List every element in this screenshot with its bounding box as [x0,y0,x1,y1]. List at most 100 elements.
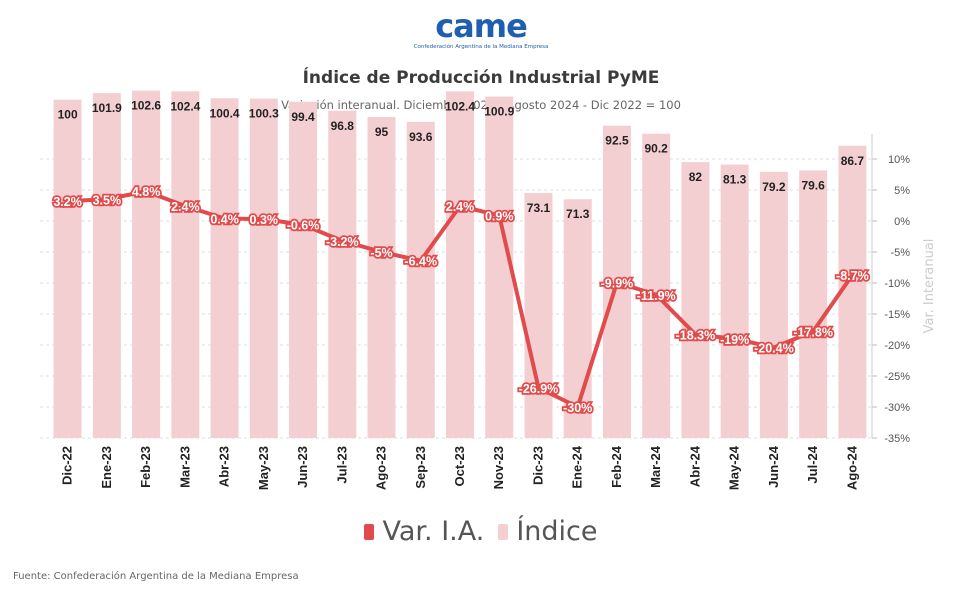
bar-data-label: 79.6 [801,178,825,192]
x-tick-label: Feb-24 [609,445,624,488]
bar-data-label: 79.2 [762,180,786,194]
bar-indice [171,91,200,439]
y2-tick-label: 5% [894,185,910,197]
bar-data-label: 96.8 [331,119,355,133]
x-tick-label: Ago-23 [374,446,389,490]
line-data-label: -19% [720,333,749,347]
x-tick-label: Ene-24 [570,445,585,488]
bar-data-label: 71.3 [566,207,590,221]
x-tick-label: Jul-24 [805,445,820,483]
logo-tagline: Confederación Argentina de la Mediana Em… [413,44,549,50]
logo-word: came [435,7,528,45]
line-data-label: -26.9% [519,382,559,396]
bar-indice [681,162,710,438]
bar-indice [642,133,671,438]
bar-data-label: 90.2 [645,142,669,156]
y2-tick-label: -30% [884,402,910,414]
bar-data-label: 82 [689,170,703,184]
legend-swatch-var [364,523,375,540]
line-data-label: -6.4% [404,255,437,269]
line-data-label: 2.4% [446,200,475,214]
bar-data-label: 99.4 [291,110,315,124]
bar-data-label: 86.7 [841,154,865,168]
bar-indice [563,199,592,438]
line-data-label: 2.4% [171,200,200,214]
bar-indice [799,170,828,438]
x-tick-label: Feb-23 [138,446,153,488]
bar-indice [328,110,357,438]
line-data-label: 3.2% [53,195,82,209]
bar-indice [838,145,867,439]
legend-item-var[interactable]: Var. I.A. [364,516,484,547]
bar-data-label: 102.6 [131,99,161,113]
line-data-label: 4.8% [132,185,161,199]
chart-legend: Var. I.A. Índice [0,516,962,547]
line-data-label: -11.9% [637,289,676,303]
bar-data-label: 93.6 [409,130,433,144]
y2-tick-label: -15% [884,309,910,321]
line-data-label: -3.2% [326,235,359,249]
legend-label-indice: Índice [516,516,598,547]
line-data-label: -9.9% [601,276,634,290]
legend-item-indice[interactable]: Índice [498,516,598,547]
line-data-label: -18.3% [676,328,716,342]
bar-data-label: 101.9 [92,101,122,115]
x-tick-label: Nov-23 [491,446,506,489]
bar-indice [210,98,239,438]
bar-data-label: 102.4 [445,99,475,113]
y2-tick-label: -35% [884,433,910,445]
bar-indice [524,192,553,438]
x-tick-label: Mar-24 [648,445,663,488]
x-tick-label: Ago-24 [844,445,859,490]
line-data-label: -5% [370,246,392,260]
bar-indice [446,91,474,439]
legend-label-var: Var. I.A. [382,516,485,547]
y2-axis-title: Var. Interanual [922,239,937,334]
series-line-var-ia [67,189,855,409]
bar-data-label: 102.4 [170,99,200,113]
bar-data-label: 100.4 [210,106,240,120]
x-tick-label: Sep-23 [413,446,428,489]
bar-indice [249,98,278,438]
line-data-label: 0.3% [250,213,279,227]
chart-subtitle: Variación interanual. Diciembre 2022 - A… [281,98,681,112]
line-data-label: 0.9% [485,209,514,223]
x-tick-label: Jul-23 [334,446,349,484]
bar-indice [92,93,121,438]
bar-indice [406,121,435,439]
line-data-label: -30% [563,401,592,415]
x-tick-label: Jun-24 [766,445,781,488]
bar-indice [720,164,749,439]
x-tick-label: Ene-23 [99,446,114,489]
bar-indice [289,101,318,438]
x-tick-label: Abr-24 [687,445,702,487]
y2-tick-label: -20% [884,340,910,352]
bar-data-label: 95 [375,125,389,139]
bar-data-label: 100.3 [249,107,279,121]
x-tick-label: Dic-22 [60,446,75,485]
x-tick-label: Mar-23 [177,446,192,488]
y2-tick-label: 10% [888,154,910,166]
bar-data-label: 100.9 [484,105,514,119]
chart-title: Índice de Producción Industrial PyME [302,68,660,88]
bar-indice [485,96,514,438]
came-logo: came Confederación Argentina de la Media… [0,8,962,50]
line-data-label: 3.5% [93,193,122,207]
bar-indice [759,171,788,438]
bar-data-label: 73.1 [527,201,551,215]
line-data-label: -20.4% [754,341,794,355]
line-data-label: -17.8% [793,325,833,339]
bar-indice [53,99,82,439]
y2-tick-label: -10% [884,278,910,290]
bar-data-label: 92.5 [605,134,629,148]
line-data-label: -8.7% [836,269,869,283]
bar-indice [367,117,396,438]
x-tick-label: May-23 [256,446,271,490]
legend-swatch-indice [498,523,509,540]
x-tick-label: Abr-23 [217,446,232,487]
y2-tick-label: -5% [890,247,910,259]
x-tick-label: Dic-23 [530,446,545,485]
bar-data-label: 100 [58,108,78,122]
x-tick-label: Oct-23 [452,446,467,486]
